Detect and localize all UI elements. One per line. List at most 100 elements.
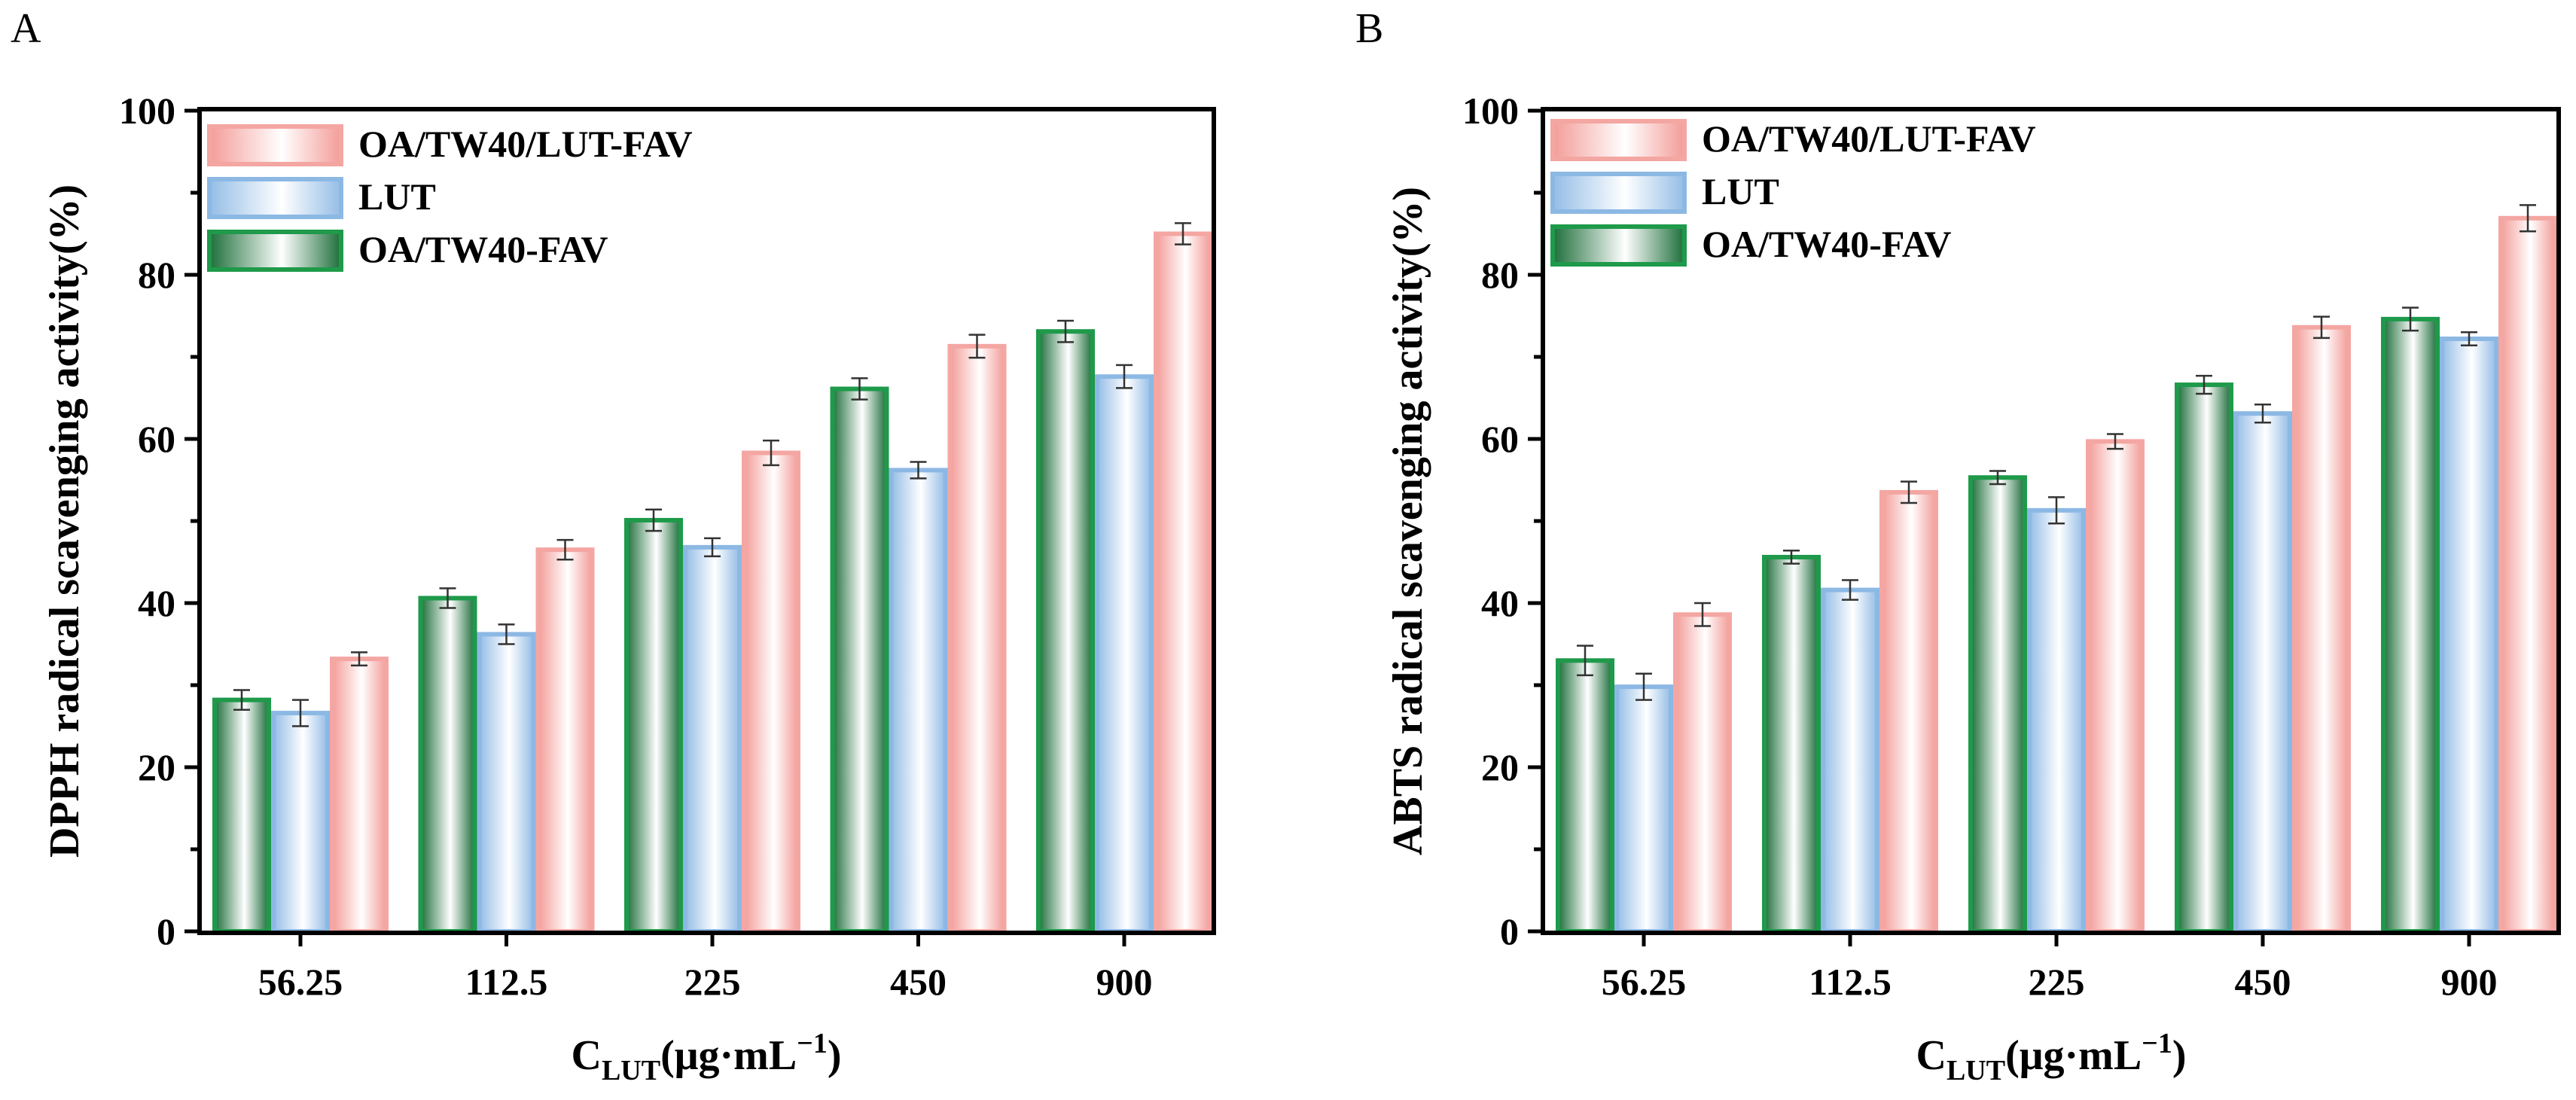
error-bar-pink-2	[763, 439, 779, 467]
error-bar-blue-2	[704, 537, 721, 558]
y-tick-label: 0	[157, 910, 175, 952]
error-bar-blue-0	[292, 699, 309, 727]
bar-green-4	[2381, 316, 2440, 934]
y-tick-label: 40	[138, 582, 175, 624]
error-bar-green-4	[2402, 306, 2419, 332]
error-bar-blue-4	[2461, 331, 2477, 346]
x-tick-label: 56.25	[1602, 961, 1687, 1003]
plot-frame	[197, 107, 1216, 935]
x-tick-label: 112.5	[465, 961, 548, 1003]
bar-green-2	[1968, 475, 2027, 934]
error-bar-green-3	[2196, 374, 2212, 395]
error-bar-green-2	[1989, 470, 2006, 486]
panel-letter: B	[1355, 5, 1383, 52]
error-bar-pink-2	[2107, 433, 2123, 450]
x-axis-title-main: C	[1916, 1032, 1946, 1079]
bar-green-1	[1762, 554, 1821, 934]
x-axis-title-unit: (μg·mL	[660, 1032, 797, 1079]
x-tick-label: 900	[2441, 961, 2498, 1003]
x-tick-label: 225	[2029, 961, 2085, 1003]
legend: OA/TW40/LUT-FAV LUT OA/TW40-FAV	[1550, 117, 2036, 267]
y-axis-title: DPPH radical scavenging activity(%)	[41, 184, 88, 858]
x-axis-title: CLUT(μg·mL−1)	[572, 1028, 842, 1086]
bar-blue-0	[271, 711, 330, 934]
bar-blue-1	[477, 632, 536, 934]
error-bar-blue-1	[498, 623, 515, 645]
bar-pink-2	[742, 450, 800, 934]
bar-blue-3	[889, 468, 948, 934]
error-bar-pink-0	[351, 651, 367, 667]
y-tick-label: 20	[138, 746, 175, 788]
legend-swatch-pink	[207, 124, 343, 166]
bar-blue-4	[2440, 337, 2498, 934]
error-bar-blue-3	[2254, 403, 2271, 424]
error-bar-pink-3	[968, 334, 986, 359]
y-tick-label: 60	[1481, 418, 1519, 460]
error-bar-pink-3	[2313, 315, 2330, 340]
x-axis-title-main: C	[572, 1032, 602, 1079]
bar-green-1	[418, 596, 477, 934]
bar-blue-4	[1095, 374, 1154, 934]
legend-label: LUT	[1702, 170, 1779, 212]
error-bar-blue-4	[1116, 364, 1133, 389]
x-tick-label: 450	[2235, 961, 2291, 1003]
error-bar-blue-1	[1842, 579, 1858, 601]
bar-pink-4	[2498, 215, 2557, 934]
legend-swatch-green	[1550, 224, 1687, 267]
x-axis-title-sup: −1	[2142, 1028, 2172, 1059]
legend-label: OA/TW40/LUT-FAV	[1702, 117, 2036, 160]
y-tick-label: 100	[119, 90, 175, 132]
legend-label: OA/TW40-FAV	[1702, 223, 1952, 265]
y-tick-label: 80	[1481, 254, 1519, 296]
panel-b: B 0 20 40 60 80 100 56.25 112.5 225 450 900 OA/TW…	[1355, 5, 2561, 1086]
x-axis-title-sub: LUT	[1946, 1055, 2005, 1086]
bar-pink-0	[1673, 612, 1732, 934]
bar-blue-2	[683, 544, 742, 934]
bars-layer	[1556, 215, 2557, 934]
panel-a: A 0 20 40 60 80 100 56.25 112.5 225 450 900 OA/TW…	[11, 5, 1216, 1086]
x-axis-title-close: )	[2172, 1032, 2187, 1079]
x-axis-title-close: )	[828, 1032, 842, 1079]
bar-blue-1	[1821, 587, 1879, 934]
y-tick-label: 40	[1481, 582, 1519, 624]
x-tick-label: 450	[890, 961, 947, 1003]
x-tick-label: 112.5	[1809, 961, 1892, 1003]
error-bar-green-0	[1577, 644, 1593, 677]
legend-label: OA/TW40/LUT-FAV	[358, 123, 693, 165]
error-bar-pink-0	[1694, 602, 1711, 627]
error-bar-green-0	[233, 689, 250, 711]
error-bar-green-3	[851, 377, 868, 401]
bar-pink-3	[2292, 325, 2351, 934]
bar-green-0	[212, 697, 271, 934]
bar-pink-3	[947, 343, 1007, 934]
x-tick-labels-layer: 56.25 112.5 225 450 900	[1602, 961, 2498, 1003]
plot-frame	[1541, 107, 2561, 935]
error-bar-green-2	[645, 508, 662, 532]
y-ticks-layer: 0 20 40 60 80 100	[119, 90, 1126, 952]
bar-green-4	[1036, 329, 1095, 934]
error-bar-pink-4	[2520, 204, 2536, 233]
panel-letter: A	[11, 5, 41, 52]
error-bar-pink-1	[1901, 480, 1917, 504]
error-bars-layer	[233, 222, 1191, 727]
error-bar-blue-2	[2048, 496, 2065, 525]
x-axis-title-sub: LUT	[602, 1055, 660, 1086]
bar-green-3	[2175, 382, 2233, 934]
legend-swatch-green	[207, 230, 343, 272]
error-bar-green-1	[1783, 549, 1800, 565]
y-tick-label: 100	[1462, 90, 1519, 132]
x-axis-title-sup: −1	[797, 1028, 828, 1059]
y-ticks-layer: 0 20 40 60 80 100	[1462, 90, 2471, 952]
bar-green-3	[830, 386, 889, 934]
bar-blue-3	[2233, 411, 2292, 934]
bar-pink-4	[1154, 231, 1212, 934]
legend-swatch-pink	[1550, 119, 1687, 161]
x-tick-labels-layer: 56.25 112.5 225 450 900	[258, 961, 1153, 1003]
error-bar-pink-1	[556, 538, 574, 561]
error-bar-blue-0	[1636, 672, 1652, 701]
x-tick-label: 56.25	[258, 961, 343, 1003]
legend: OA/TW40/LUT-FAV LUT OA/TW40-FAV	[207, 123, 693, 272]
legend-label: OA/TW40-FAV	[358, 228, 608, 270]
bar-blue-2	[2027, 507, 2086, 934]
bars-layer	[212, 231, 1212, 934]
